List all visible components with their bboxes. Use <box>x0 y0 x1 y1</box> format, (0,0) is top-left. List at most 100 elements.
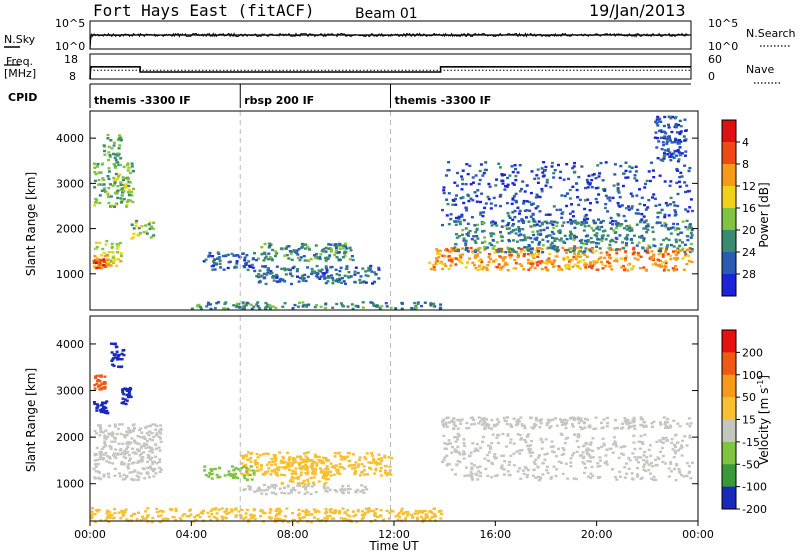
velocity-cell <box>687 464 691 468</box>
velocity-cell <box>642 459 646 462</box>
power-cell <box>542 161 546 164</box>
power-cell <box>410 307 414 310</box>
velocity-cell <box>443 442 447 445</box>
power-cell <box>112 152 115 156</box>
velocity-cell <box>122 387 126 391</box>
power-cell <box>487 197 491 201</box>
velocity-cell <box>132 461 136 464</box>
power-cell <box>442 186 446 189</box>
velocity-cell <box>438 509 441 513</box>
velocity-cell <box>539 476 543 479</box>
power-cell <box>537 243 541 246</box>
power-cell <box>361 306 365 309</box>
power-cell <box>508 250 512 254</box>
velocity-cell <box>519 416 523 419</box>
power-cell <box>591 248 594 251</box>
power-cell <box>228 260 232 263</box>
power-cell <box>108 154 112 157</box>
velocity-cell <box>460 418 464 421</box>
velocity-cell <box>555 424 559 427</box>
velocity-cell <box>494 456 498 459</box>
velocity-cell <box>128 393 132 396</box>
power-cell <box>455 184 459 187</box>
power-cell <box>314 244 318 247</box>
velocity-cell <box>303 492 307 496</box>
velocity-cell <box>287 457 291 460</box>
power-cell <box>686 190 690 193</box>
power-cell <box>677 123 681 127</box>
velocity-cell <box>333 451 337 455</box>
power-cell <box>550 230 554 234</box>
velocity-cell <box>248 488 252 491</box>
power-cell <box>657 140 661 143</box>
power-cell <box>581 252 585 255</box>
velocity-cell <box>111 516 115 520</box>
power-cell <box>461 228 465 232</box>
velocity-cell <box>113 440 117 443</box>
velocity-cell <box>623 476 627 479</box>
power-cell <box>673 149 677 153</box>
velocity-cell <box>598 456 602 459</box>
velocity-cell <box>166 517 170 521</box>
power-cell <box>226 253 230 257</box>
power-cell <box>539 233 543 236</box>
power-cell <box>102 144 106 147</box>
velocity-cell <box>112 364 116 367</box>
power-cell <box>207 301 210 304</box>
velocity-cell <box>443 447 447 450</box>
power-cell <box>321 272 325 275</box>
power-cell <box>479 163 483 166</box>
velocity-cell <box>321 461 325 465</box>
velocity-cell <box>578 454 582 457</box>
power-cell <box>518 262 522 266</box>
velocity-cell <box>348 464 352 467</box>
power-cell <box>651 257 655 260</box>
power-cell <box>641 246 645 249</box>
power-cell <box>324 302 328 305</box>
velocity-cell <box>102 475 106 478</box>
velocity-cell <box>672 419 676 422</box>
power-cell <box>94 201 98 204</box>
velocity-cell <box>328 514 332 518</box>
power-cell <box>526 252 530 256</box>
velocity-cell <box>102 405 106 409</box>
power-cell <box>517 247 521 250</box>
velocity-cell <box>605 416 609 420</box>
velocity-cell <box>379 474 383 477</box>
velocity-cell <box>531 474 535 478</box>
power-cell <box>255 274 259 278</box>
power-cell <box>599 220 603 223</box>
power-cell <box>262 277 266 280</box>
velocity-cell <box>679 473 683 477</box>
power-cell <box>587 174 591 177</box>
power-cell <box>512 183 516 186</box>
velocity-cell <box>140 445 144 448</box>
power-cell <box>662 155 666 158</box>
velocity-cell <box>462 438 466 441</box>
power-cell <box>490 221 493 224</box>
velocity-cell <box>569 417 572 420</box>
power-cell <box>616 213 620 216</box>
velocity-cell <box>116 358 119 361</box>
power-cell <box>348 258 352 261</box>
velocity-cell <box>573 433 577 436</box>
power-cell <box>520 218 524 221</box>
velocity-cell <box>357 463 361 466</box>
velocity-cell <box>488 451 491 454</box>
power-cell <box>453 246 457 249</box>
power-cell <box>268 307 272 310</box>
power-cell <box>348 246 352 249</box>
velocity-cell <box>313 472 317 475</box>
velocity-cell <box>379 514 383 517</box>
power-cell <box>575 246 579 250</box>
power-cell <box>500 239 504 242</box>
power-cell <box>546 240 550 243</box>
power-cell <box>497 162 501 165</box>
velocity-cell <box>234 514 238 517</box>
power-cell <box>366 274 370 278</box>
power-cell <box>305 259 309 262</box>
velocity-cell <box>319 471 323 474</box>
power-cell <box>628 229 632 233</box>
power-cell <box>687 226 691 229</box>
power-cell <box>609 240 613 243</box>
